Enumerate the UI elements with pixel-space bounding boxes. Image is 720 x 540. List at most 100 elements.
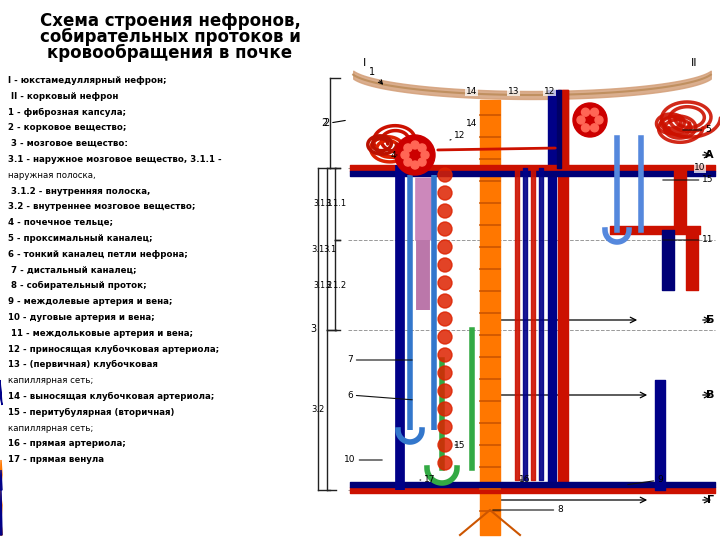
Text: 14: 14 [466,86,477,96]
Text: 9 - междолевые артерия и вена;: 9 - междолевые артерия и вена; [8,297,172,306]
Text: 3.1: 3.1 [324,245,337,253]
Text: 12: 12 [450,132,466,140]
Text: 16 - прямая артериола;: 16 - прямая артериола; [8,440,126,448]
Circle shape [438,222,452,236]
Text: Г: Г [707,495,714,505]
Text: 15 - перитубулярная (вторичная): 15 - перитубулярная (вторичная) [8,408,174,417]
Circle shape [411,161,419,169]
Text: 10: 10 [694,164,706,172]
Circle shape [577,116,585,124]
Text: 11: 11 [663,235,714,245]
Text: 3.1.2: 3.1.2 [325,280,346,289]
Text: 3.1: 3.1 [312,245,325,253]
Circle shape [590,124,598,132]
Text: 2: 2 [322,118,328,128]
Polygon shape [0,510,2,535]
Text: 2 - корковое вещество;: 2 - корковое вещество; [8,124,127,132]
Text: 9: 9 [628,476,663,484]
Circle shape [573,103,607,137]
Text: Схема строения нефронов,: Схема строения нефронов, [40,12,300,30]
Text: 1 - фиброзная капсула;: 1 - фиброзная капсула; [8,107,126,117]
Circle shape [421,151,429,159]
Circle shape [418,144,426,152]
Circle shape [438,204,452,218]
Polygon shape [0,490,2,520]
Circle shape [418,158,426,166]
Circle shape [595,116,603,124]
Circle shape [438,168,452,182]
Text: 5 - проксимальный каналец;: 5 - проксимальный каналец; [8,234,153,243]
Text: А: А [706,150,714,160]
Circle shape [438,330,452,344]
Text: 6: 6 [347,390,413,400]
Text: 11 - междольковые артерия и вена;: 11 - междольковые артерия и вена; [8,329,193,338]
Text: 1: 1 [369,67,382,84]
Text: 3.1.2 - внутренняя полоска,: 3.1.2 - внутренняя полоска, [8,187,150,195]
Text: 10 - дуговые артерия и вена;: 10 - дуговые артерия и вена; [8,313,155,322]
Circle shape [404,144,412,152]
Text: 5: 5 [683,125,711,134]
Circle shape [582,108,590,116]
Text: кровообращения в почке: кровообращения в почке [48,44,292,62]
Text: I - юкстамедуллярный нефрон;: I - юкстамедуллярный нефрон; [8,76,166,85]
Text: 7: 7 [347,355,413,364]
Circle shape [438,384,452,398]
Text: 3: 3 [310,324,316,334]
Circle shape [401,151,409,159]
Circle shape [438,456,452,470]
Text: собирательных протоков и: собирательных протоков и [40,28,300,46]
Text: 14: 14 [467,118,477,127]
Polygon shape [0,490,2,535]
Text: капиллярная сеть;: капиллярная сеть; [8,423,94,433]
Text: 3.1.1: 3.1.1 [314,199,333,208]
Text: 3.2: 3.2 [312,406,325,415]
Circle shape [582,124,590,132]
Circle shape [438,258,452,272]
Text: 3.1.1: 3.1.1 [325,199,346,208]
Text: 13 - (первичная) клубочковая: 13 - (первичная) клубочковая [8,360,158,369]
Text: II: II [690,58,697,68]
Text: 2: 2 [323,118,329,128]
Text: 12: 12 [544,86,555,96]
Text: 17: 17 [420,476,436,484]
Circle shape [395,135,435,175]
Text: I: I [362,58,366,68]
Text: 17 - прямая венула: 17 - прямая венула [8,455,104,464]
Polygon shape [0,510,2,535]
Circle shape [438,420,452,434]
Text: 15: 15 [454,441,466,449]
Text: Б: Б [706,315,714,325]
Text: 3.2 - внутреннее мозговое вещество;: 3.2 - внутреннее мозговое вещество; [8,202,195,211]
Circle shape [438,348,452,362]
Text: 10: 10 [344,456,382,464]
Text: II - корковый нефрон: II - корковый нефрон [8,92,118,101]
Text: 7 - дистальный каналец;: 7 - дистальный каналец; [8,266,137,275]
Circle shape [438,294,452,308]
Text: 14 - выносящая клубочковая артериола;: 14 - выносящая клубочковая артериола; [8,392,215,401]
Circle shape [438,438,452,452]
Text: 3 - мозговое вещество:: 3 - мозговое вещество: [8,139,128,148]
Text: 12 - приносящая клубочковая артериола;: 12 - приносящая клубочковая артериола; [8,345,219,354]
Circle shape [438,186,452,200]
Circle shape [438,276,452,290]
Circle shape [438,366,452,380]
Text: 4 - почечное тельце;: 4 - почечное тельце; [8,218,113,227]
Text: 4: 4 [390,151,397,159]
Text: 13: 13 [508,86,520,96]
Polygon shape [0,380,2,405]
Text: 3.1 - наружное мозговое вещество, 3.1.1 -: 3.1 - наружное мозговое вещество, 3.1.1 … [8,155,222,164]
Text: 3.1.2: 3.1.2 [314,280,333,289]
Circle shape [438,240,452,254]
Circle shape [411,141,419,149]
Text: 6 - тонкий каналец петли нефрона;: 6 - тонкий каналец петли нефрона; [8,250,188,259]
Text: капиллярная сеть;: капиллярная сеть; [8,376,94,385]
Text: наружная полоска,: наружная полоска, [8,171,96,180]
Text: В: В [706,390,714,400]
Circle shape [404,158,412,166]
Circle shape [438,402,452,416]
Polygon shape [0,470,2,490]
Polygon shape [0,460,2,490]
Text: 15: 15 [663,176,714,185]
Text: 8 - собирательный проток;: 8 - собирательный проток; [8,281,147,291]
Circle shape [590,108,598,116]
